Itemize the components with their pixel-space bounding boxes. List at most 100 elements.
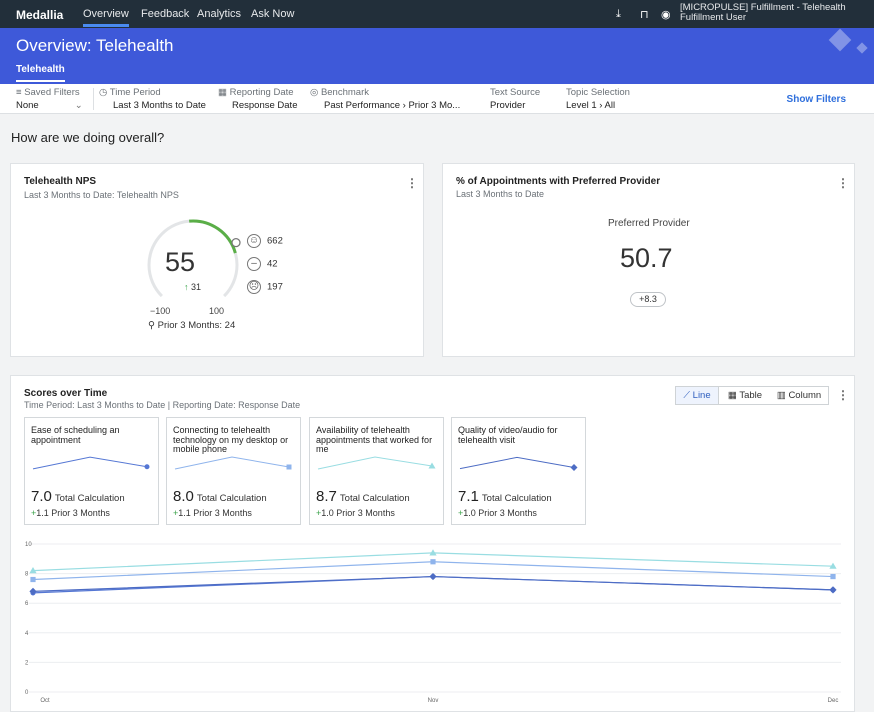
user-org: [MICROPULSE] Fulfillment - Telehealth [680, 2, 846, 13]
more-options-icon[interactable]: ⋮ [837, 176, 849, 190]
sparkline-end-marker [428, 462, 436, 469]
nav-ask-now[interactable]: Ask Now [251, 8, 295, 20]
tab-telehealth[interactable]: Telehealth [16, 64, 65, 82]
data-point [30, 576, 36, 583]
detractors-count: ☹ 197 [247, 280, 283, 294]
pp-card-subtitle: Last 3 Months to Date [456, 189, 545, 199]
gauge-benchmark-icon [231, 237, 241, 248]
metric-label: Availability of telehealth appointments … [316, 425, 433, 454]
nps-delta: ↑ 31 [184, 282, 202, 292]
user-icon[interactable]: ◉ [661, 9, 671, 21]
nps-prior: ⚲ Prior 3 Months: 24 [148, 320, 236, 331]
show-filters-link[interactable]: Show Filters [786, 94, 846, 105]
scores-line-chart: 0 2 4 6 8 10 Oct Nov Dec [25, 542, 841, 704]
metric-score: 7.1 Total Calculation [458, 488, 552, 505]
sparkline-marker [428, 462, 436, 469]
download-icon[interactable]: ⤓ [616, 8, 621, 20]
plus-icon: + [458, 508, 464, 518]
pp-value: 50.7 [620, 243, 673, 273]
text-source-filter[interactable]: Text Source Provider [490, 87, 541, 111]
data-point [29, 587, 37, 595]
smile-icon: ☺ [247, 234, 261, 248]
more-options-icon[interactable]: ⋮ [837, 388, 849, 402]
data-point [830, 573, 836, 580]
app-logo: Medallia [16, 8, 64, 22]
nav-feedback[interactable]: Feedback [141, 8, 190, 20]
decor-diamond-small-icon [856, 42, 868, 54]
nps-score: 55 [165, 247, 196, 277]
neutral-face-icon: – [247, 257, 261, 271]
y-tick-label: 4 [25, 631, 29, 637]
metric-label: Ease of scheduling an appointment [31, 425, 120, 445]
metric-prior: +1.1 Prior 3 Months [31, 508, 110, 518]
pp-card-title: % of Appointments with Preferred Provide… [456, 176, 661, 187]
arrow-up-icon: ↑ [184, 282, 189, 292]
time-period-filter[interactable]: ◷ Time Period Last 3 Months to Date [99, 87, 206, 111]
sparkline-end-marker [286, 464, 292, 470]
metric-sparkline [459, 456, 578, 471]
nps-card: Telehealth NPS Last 3 Months to Date: Te… [10, 163, 424, 357]
sparkline-end-marker [144, 464, 150, 470]
promoters-count: ☺ 662 [247, 234, 283, 248]
bookmark-icon[interactable]: ⊓ [640, 9, 649, 21]
scores-card-subtitle: Time Period: Last 3 Months to Date | Rep… [24, 400, 301, 410]
data-point [829, 586, 837, 594]
reporting-date-filter[interactable]: ▦ Reporting Date Response Date [218, 87, 298, 111]
nav-overview[interactable]: Overview [83, 8, 129, 27]
metric-prior: +1.0 Prior 3 Months [458, 508, 537, 518]
calendar-icon: ▦ [218, 87, 230, 98]
nav-analytics[interactable]: Analytics [197, 8, 242, 20]
metric-label: Connecting to telehealth technology on m… [173, 425, 289, 454]
metric-tile[interactable]: Ease of scheduling an appointment 7.0 To… [24, 417, 159, 525]
view-line-button[interactable]: ⟋ Line [676, 387, 719, 404]
y-tick-label: 0 [25, 690, 29, 696]
benchmark-marker [231, 237, 241, 248]
metric-tile[interactable]: Quality of video/audio for telehealth vi… [451, 417, 586, 525]
data-point [429, 572, 437, 581]
sparkline-line [174, 456, 290, 470]
line-chart-icon: ⟋ [683, 390, 693, 401]
plus-icon: + [31, 508, 37, 518]
sparkline-line [459, 456, 575, 470]
view-table-button[interactable]: ▦ Table [727, 390, 763, 401]
x-tick-label: Dec [828, 698, 839, 704]
x-tick-label: Nov [428, 698, 439, 704]
preferred-provider-card: % of Appointments with Preferred Provide… [442, 163, 855, 357]
clock-icon: ◷ [99, 87, 110, 98]
metric-score: 8.7 Total Calculation [316, 488, 410, 505]
metric-tile[interactable]: Connecting to telehealth technology on m… [166, 417, 301, 525]
data-point [429, 549, 437, 556]
pp-delta-badge: +8.3 [630, 292, 666, 307]
nps-card-subtitle: Last 3 Months to Date: Telehealth NPS [24, 190, 179, 200]
metric-sparkline [174, 456, 292, 470]
scores-card-title: Scores over Time [24, 388, 108, 399]
column-chart-icon: ▥ [776, 390, 789, 401]
metric-sparkline [317, 456, 436, 470]
gauge-fill [189, 219, 237, 254]
user-role: Fulfillment User [680, 12, 746, 23]
metric-sparkline [32, 456, 150, 470]
metric-prior: +1.0 Prior 3 Months [316, 508, 395, 518]
plus-icon: + [316, 508, 322, 518]
divider [93, 88, 94, 110]
view-column-button[interactable]: ▥ Column [776, 390, 822, 401]
plus-icon: + [173, 508, 179, 518]
saved-filters-dropdown[interactable]: ≡ Saved Filters None ⌄ [16, 87, 83, 111]
filter-icon: ≡ [16, 87, 25, 98]
data-point [829, 562, 837, 569]
y-tick-label: 2 [25, 660, 29, 666]
metric-score: 7.0 Total Calculation [31, 488, 125, 505]
more-options-icon[interactable]: ⋮ [406, 176, 418, 190]
y-tick-label: 6 [25, 601, 29, 607]
top-nav: Medallia Overview Feedback Analytics Ask… [0, 0, 874, 28]
chevron-down-icon: ⌄ [74, 100, 83, 111]
sparkline-end-marker [570, 464, 578, 471]
view-toggle: ⟋ Line ▦ Table ▥ Column [675, 386, 829, 405]
metric-tile[interactable]: Availability of telehealth appointments … [309, 417, 444, 525]
nps-card-title: Telehealth NPS [24, 176, 97, 187]
metric-prior: +1.1 Prior 3 Months [173, 508, 252, 518]
metric-score: 8.0 Total Calculation [173, 488, 267, 505]
topic-selection-filter[interactable]: Topic Selection Level 1 › All [566, 87, 630, 111]
user-menu[interactable]: [MICROPULSE] Fulfillment - Telehealth Fu… [680, 3, 870, 23]
benchmark-filter[interactable]: ◎ Benchmark Past Performance › Prior 3 M… [310, 87, 461, 111]
